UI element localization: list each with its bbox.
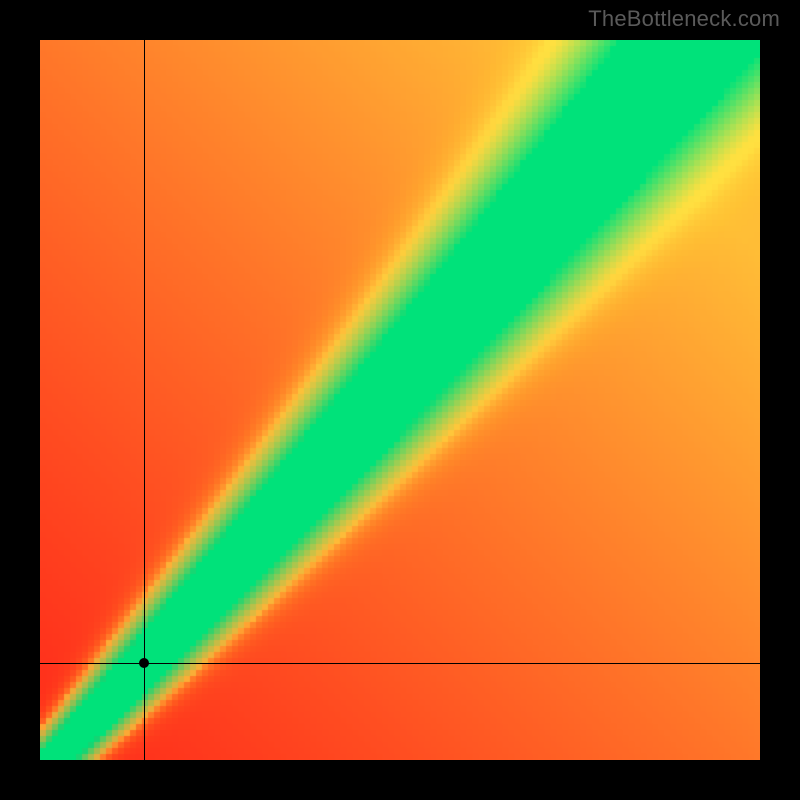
crosshair-marker — [139, 658, 149, 668]
crosshair-vertical — [144, 40, 145, 760]
plot-area — [40, 40, 760, 760]
chart-container: TheBottleneck.com — [0, 0, 800, 800]
watermark-text: TheBottleneck.com — [588, 6, 780, 32]
heatmap-canvas — [40, 40, 760, 760]
